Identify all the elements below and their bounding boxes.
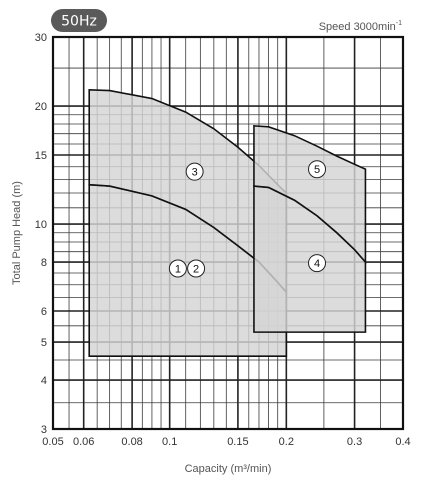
- model-label-3: 3: [185, 162, 204, 181]
- frequency-badge-label: 50Hz: [61, 14, 97, 30]
- model-label-circle: [168, 259, 187, 278]
- x-axis-ticks: 0.05 0.06 0.08 0.1 0.15 0.2 0.3 0.4: [42, 436, 410, 448]
- model-label-text: 3: [192, 167, 198, 179]
- x-tick-label: 0.06: [73, 436, 94, 448]
- model-label-2: 2: [187, 259, 206, 278]
- y-tick-label: 3: [41, 424, 47, 436]
- x-tick-label: 0.05: [42, 436, 63, 448]
- y-tick-label: 20: [35, 101, 47, 113]
- region-5: [253, 125, 367, 265]
- speed-label: Speed 3000min-1: [319, 20, 402, 33]
- frequency-badge-background: [51, 9, 107, 32]
- y-axis-ticks: 3 4 5 6 8 10 15 20 30: [35, 32, 47, 436]
- model-label-circle: [308, 160, 327, 179]
- y-tick-label: 5: [41, 337, 47, 349]
- model-label-text: 5: [314, 164, 320, 176]
- y-tick-label: 15: [35, 150, 47, 162]
- model-label-5: 5: [308, 160, 327, 179]
- x-tick-label: 0.2: [279, 436, 294, 448]
- y-tick-label: 30: [35, 32, 47, 44]
- model-label-text: 4: [314, 258, 320, 270]
- x-axis-title: Capacity (m³/min): [185, 463, 272, 475]
- x-tick-label: 0.3: [347, 436, 362, 448]
- model-label-text: 1: [175, 264, 181, 276]
- model-label-text: 2: [193, 264, 199, 276]
- x-tick-label: 0.1: [162, 436, 177, 448]
- model-label-4: 4: [308, 254, 327, 273]
- y-axis-title: Total Pump Head (m): [11, 181, 23, 285]
- model-number-labels: 1 2 3 4 5: [168, 160, 327, 278]
- speed-label-exponent: -1: [396, 20, 402, 27]
- model-label-circle: [185, 162, 204, 181]
- model-label-circle: [187, 259, 206, 278]
- y-tick-label: 8: [41, 257, 47, 269]
- model-label-circle: [308, 254, 327, 273]
- speed-label-text: Speed 3000min: [319, 21, 396, 33]
- y-tick-label: 6: [41, 306, 47, 318]
- x-tick-label: 0.4: [395, 436, 410, 448]
- x-tick-label: 0.08: [121, 436, 142, 448]
- plot-frame: [51, 35, 405, 431]
- x-tick-label: 0.15: [227, 436, 248, 448]
- frequency-badge: 50Hz: [51, 9, 107, 32]
- y-tick-label: 4: [41, 375, 47, 387]
- model-label-1: 1: [168, 259, 187, 278]
- y-tick-label: 10: [35, 219, 47, 231]
